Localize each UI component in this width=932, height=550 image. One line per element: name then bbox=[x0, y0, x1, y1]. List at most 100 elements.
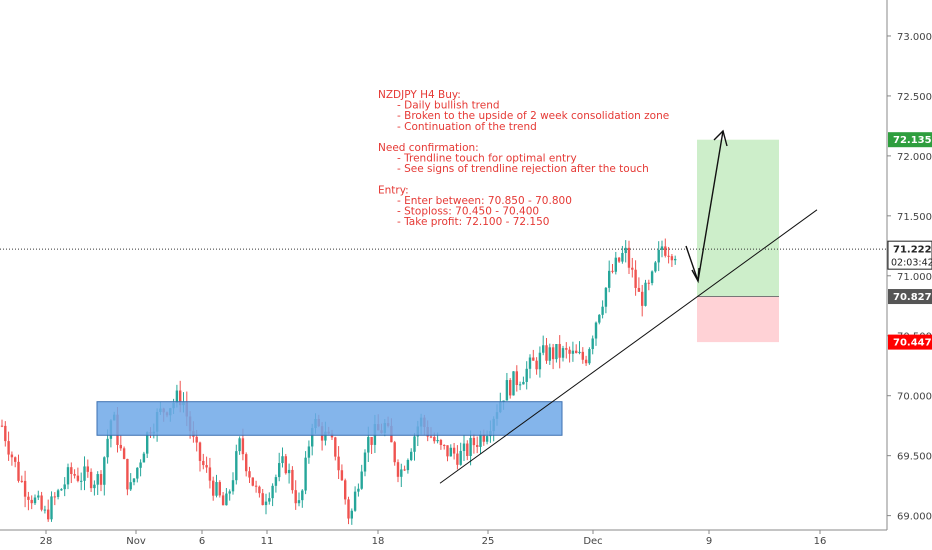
candle-body bbox=[212, 480, 215, 496]
candle-body bbox=[472, 437, 476, 446]
note-line: - Trendline touch for optimal entry bbox=[397, 153, 577, 165]
candle-body bbox=[505, 380, 509, 401]
price-tick-label: 72.500 bbox=[897, 92, 932, 103]
candle-body bbox=[251, 477, 254, 486]
candle-body bbox=[126, 458, 129, 490]
candle-body bbox=[657, 249, 660, 263]
candle-body bbox=[436, 440, 439, 442]
price-tick-label: 69.000 bbox=[897, 512, 932, 523]
candle-body bbox=[410, 451, 413, 461]
candle-body bbox=[33, 497, 37, 504]
candle-body bbox=[350, 510, 353, 519]
candle-body bbox=[370, 437, 373, 445]
candle-body bbox=[37, 495, 40, 498]
candle-body bbox=[439, 440, 443, 445]
candle-body bbox=[238, 438, 241, 452]
candle-body bbox=[291, 469, 294, 491]
candle-body bbox=[485, 436, 489, 442]
time-tick-label: Nov bbox=[126, 536, 146, 547]
candle-body bbox=[598, 314, 601, 323]
candle-body bbox=[258, 486, 261, 494]
candle-body bbox=[53, 496, 56, 498]
candle-body bbox=[644, 282, 647, 306]
candle-body bbox=[545, 345, 548, 361]
candle-body bbox=[482, 434, 485, 442]
consolidation-zone bbox=[96, 401, 563, 436]
candle-body bbox=[446, 445, 449, 457]
svg-text:70.447: 70.447 bbox=[893, 338, 932, 349]
candle-body bbox=[476, 445, 479, 447]
candle-body bbox=[515, 371, 518, 385]
candle-body bbox=[198, 442, 202, 461]
candle-body bbox=[202, 460, 205, 466]
candle-body bbox=[17, 461, 20, 481]
time-tick-label: 18 bbox=[372, 536, 385, 547]
candle-body bbox=[462, 443, 466, 451]
candle-body bbox=[268, 498, 271, 502]
candle-body bbox=[83, 466, 86, 481]
candle-body bbox=[47, 509, 50, 520]
time-tick-label: 9 bbox=[706, 536, 712, 547]
candle-body bbox=[429, 436, 433, 438]
candle-body bbox=[63, 484, 66, 490]
time-tick-label: 6 bbox=[199, 536, 205, 547]
candle-body bbox=[433, 437, 436, 442]
time-axis[interactable]: 28 Nov 6 11 18 25 Dec 9 16 bbox=[40, 530, 827, 547]
candle-body bbox=[469, 437, 472, 456]
candle-body bbox=[542, 345, 545, 353]
candle-body bbox=[575, 350, 578, 354]
candle-body bbox=[452, 447, 456, 454]
candle-body bbox=[551, 347, 555, 360]
candle-body bbox=[535, 360, 538, 370]
candle-body bbox=[509, 380, 512, 396]
candle-body bbox=[324, 431, 327, 441]
candle-body bbox=[400, 469, 403, 477]
candle-body bbox=[40, 495, 43, 510]
price-tick-label: 71.500 bbox=[897, 212, 932, 223]
candle-body bbox=[674, 258, 677, 261]
candle-body bbox=[522, 381, 525, 385]
note-line: - Stoploss: 70.450 - 70.400 bbox=[397, 206, 539, 218]
candle-body bbox=[175, 390, 179, 403]
candle-body bbox=[122, 448, 126, 459]
candle-body bbox=[136, 467, 139, 479]
candle-body bbox=[221, 495, 225, 506]
candle-body bbox=[413, 436, 416, 452]
candle-body bbox=[261, 493, 264, 506]
candle-body bbox=[611, 270, 614, 272]
candle-body bbox=[304, 457, 307, 491]
candle-body bbox=[264, 501, 268, 506]
candle-body bbox=[466, 443, 469, 456]
price-axis[interactable]: 69.00069.50070.00070.50071.00071.50072.0… bbox=[887, 32, 932, 523]
price-tick-label: 69.500 bbox=[897, 452, 932, 463]
svg-text:71.222: 71.222 bbox=[893, 245, 932, 256]
trendline[interactable] bbox=[439, 209, 818, 484]
time-tick-label: 16 bbox=[814, 536, 827, 547]
candle-body bbox=[297, 500, 301, 504]
candle-body bbox=[218, 482, 221, 496]
candle-body bbox=[23, 480, 27, 497]
candle-body bbox=[56, 490, 60, 497]
candle-body bbox=[301, 490, 304, 501]
candle-body bbox=[459, 450, 462, 465]
candle-body bbox=[393, 442, 396, 463]
candle-body bbox=[14, 457, 17, 462]
candle-body bbox=[347, 499, 350, 519]
candle-body bbox=[93, 484, 96, 489]
candle-body bbox=[525, 368, 528, 382]
candle-body bbox=[479, 434, 482, 447]
candle-body bbox=[581, 351, 584, 360]
time-tick-label: 25 bbox=[482, 536, 495, 547]
note-line: - Enter between: 70.850 - 70.800 bbox=[397, 195, 572, 207]
note-line: Need confirmation: bbox=[378, 142, 479, 154]
candle-body bbox=[278, 463, 281, 478]
candle-body bbox=[89, 471, 93, 489]
candle-body bbox=[60, 489, 63, 491]
candle-body bbox=[73, 473, 76, 476]
candle-body bbox=[502, 400, 505, 402]
note-line: Entry: bbox=[378, 184, 409, 196]
svg-text:72.135: 72.135 bbox=[893, 135, 932, 146]
candle-body bbox=[248, 471, 251, 478]
note-line: - Take profit: 72.100 - 72.150 bbox=[397, 216, 549, 228]
